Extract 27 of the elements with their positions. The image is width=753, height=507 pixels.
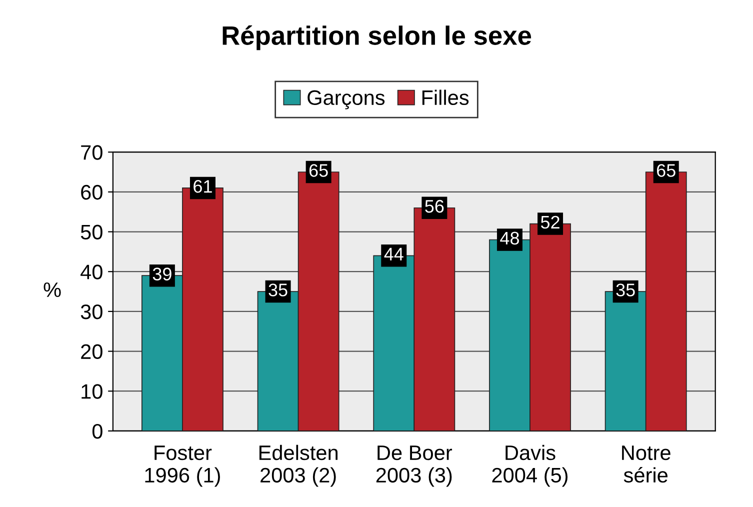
chart-title: Répartition selon le sexe bbox=[222, 25, 532, 50]
legend-label: Garçons bbox=[308, 90, 385, 110]
data-label: 44 bbox=[384, 248, 404, 260]
x-tick-label: Notre série bbox=[622, 446, 670, 483]
y-tick-label: 50 bbox=[80, 224, 102, 240]
data-label: 52 bbox=[540, 216, 560, 229]
x-tick-label: Foster 1996 (1) bbox=[145, 446, 220, 487]
y-tick-label: 40 bbox=[80, 264, 102, 280]
y-tick-label: 70 bbox=[81, 145, 102, 160]
y-tick-label: 30 bbox=[80, 304, 102, 320]
data-label: 56 bbox=[425, 200, 444, 213]
data-label: 65 bbox=[656, 164, 676, 177]
y-tick-label: 60 bbox=[81, 184, 102, 200]
data-label: 39 bbox=[152, 268, 172, 280]
data-label: 35 bbox=[268, 284, 288, 296]
y-tick-label: 20 bbox=[81, 344, 102, 360]
x-tick-label: Davis 2004 (5) bbox=[492, 444, 568, 487]
y-axis-title: % bbox=[44, 282, 61, 298]
x-tick-label: Edelsten 2003 (2) bbox=[259, 444, 338, 487]
legend-label: Filles bbox=[422, 90, 469, 106]
data-label: 48 bbox=[500, 232, 519, 245]
data-label: 61 bbox=[194, 180, 212, 193]
y-tick-label: 0 bbox=[92, 424, 102, 439]
x-tick-label: De Boer 2003 (3) bbox=[376, 446, 452, 487]
data-label: 65 bbox=[309, 164, 328, 177]
data-label: 35 bbox=[616, 284, 635, 296]
y-tick-label: 10 bbox=[82, 384, 102, 399]
